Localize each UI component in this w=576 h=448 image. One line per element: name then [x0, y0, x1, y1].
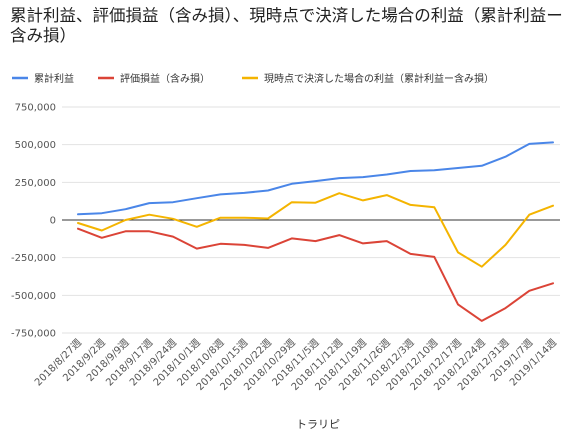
y-tick-label: -750,000	[11, 329, 56, 340]
x-axis-label: トラリピ	[296, 418, 340, 431]
series-line	[77, 141, 554, 216]
legend-label: 評価損益（含み損）	[120, 72, 210, 85]
series-lines	[77, 141, 554, 322]
y-tick-label: 750,000	[15, 103, 56, 114]
y-tick-label: 0	[50, 216, 56, 227]
x-axis: 2018/8/27週2018/9/2週2018/9/9週2018/9/17週20…	[32, 337, 559, 393]
series-line	[77, 192, 554, 268]
legend-label: 累計利益	[34, 72, 74, 85]
chart-title: 累計利益、評価損益（含み損）、現時点で決済した場合の利益（累計利益ー含み損）	[10, 6, 563, 45]
y-tick-label: -250,000	[11, 253, 56, 264]
grid-lines	[62, 106, 560, 334]
y-tick-label: -500,000	[11, 291, 56, 302]
legend: 累計利益 評価損益（含み損） 現時点で決済した場合の利益（累計利益ー含み損）	[12, 72, 494, 85]
y-tick-label: 500,000	[15, 140, 56, 151]
legend-label: 現時点で決済した場合の利益（累計利益ー含み損）	[264, 72, 494, 85]
y-axis: 750,000 500,000 250,000 0 -250,000 -500,000 -7…	[11, 103, 56, 340]
series-line	[77, 227, 554, 322]
y-tick-label: 250,000	[15, 178, 56, 189]
